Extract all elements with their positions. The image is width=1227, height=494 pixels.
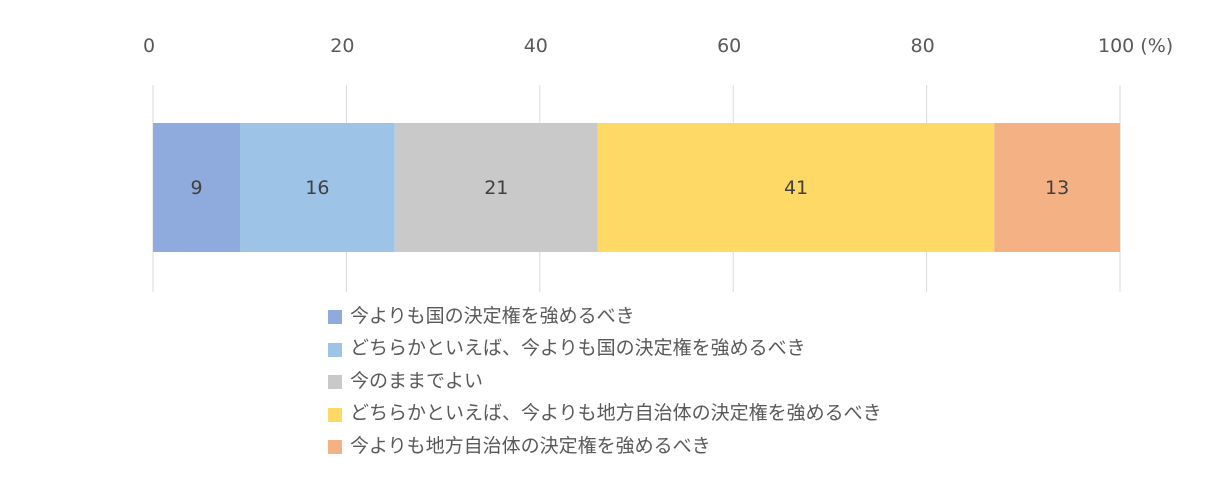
legend-item: 今よりも国の決定権を強めるべき: [328, 298, 882, 331]
legend-item: 今よりも地方自治体の決定権を強めるべき: [328, 428, 882, 461]
data-label: 21: [484, 177, 508, 199]
x-tick-label: 80: [911, 35, 935, 57]
legend: 今よりも国の決定権を強めるべき どちらかといえば、今よりも国の決定権を強めるべき…: [328, 298, 882, 461]
legend-swatch: [328, 342, 342, 357]
bar-segment: [153, 123, 241, 252]
x-tick-label: 100 (%): [1098, 35, 1173, 57]
bar-segment: [240, 123, 395, 252]
legend-label: 今よりも国の決定権を強めるべき: [350, 304, 635, 327]
legend-label: どちらかといえば、今よりも地方自治体の決定権を強めるべき: [350, 402, 882, 425]
legend-item: どちらかといえば、今よりも地方自治体の決定権を強めるべき: [328, 396, 882, 429]
legend-label: どちらかといえば、今よりも国の決定権を強めるべき: [350, 337, 806, 360]
legend-item: どちらかといえば、今よりも国の決定権を強めるべき: [328, 331, 882, 364]
x-tick-label: 40: [524, 35, 548, 57]
legend-label: 今よりも地方自治体の決定権を強めるべき: [350, 434, 711, 457]
legend-swatch: [328, 407, 342, 422]
data-label: 13: [1045, 177, 1069, 199]
legend-label: 今のままでよい: [350, 369, 484, 392]
legend-swatch: [328, 375, 342, 390]
legend-item: 今のままでよい: [328, 363, 882, 396]
data-label: 41: [784, 177, 808, 199]
x-tick-label: 20: [330, 35, 354, 57]
bar-segment: [994, 123, 1120, 252]
data-label: 9: [190, 177, 202, 199]
bar-segment: [597, 123, 995, 252]
x-tick-label: 0: [143, 35, 155, 57]
legend-swatch: [328, 440, 342, 455]
legend-swatch: [328, 310, 342, 325]
bar-segment: [394, 123, 598, 252]
data-label: 16: [305, 177, 329, 199]
x-tick-label: 60: [717, 35, 741, 57]
